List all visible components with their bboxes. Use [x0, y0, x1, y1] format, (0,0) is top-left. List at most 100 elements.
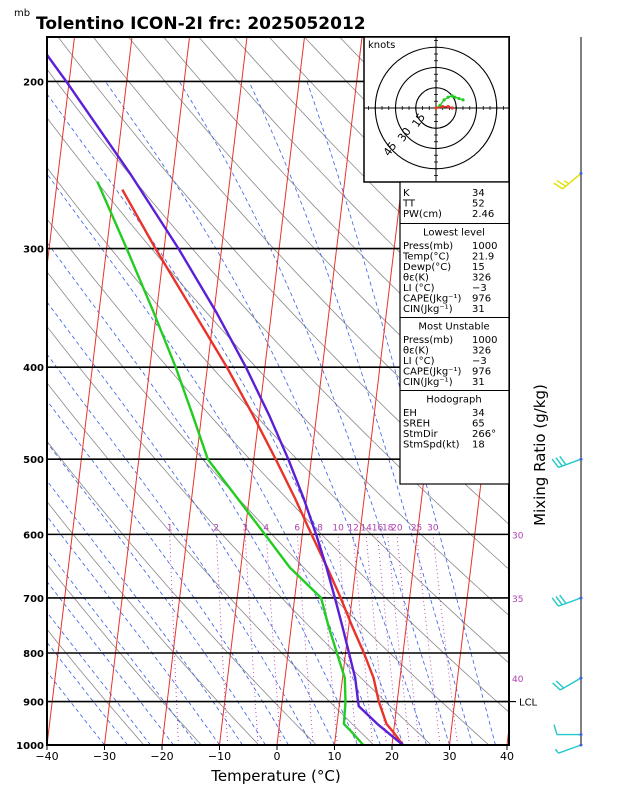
dry-adiabat-line — [92, 37, 509, 481]
mixing-ratio-line — [215, 534, 229, 745]
hodograph-low-level-trace — [435, 105, 453, 109]
index-value: 65 — [472, 419, 485, 430]
index-value: 326 — [472, 273, 491, 284]
chart-title: Tolentino ICON-2I frc: 2025052012 — [36, 14, 366, 34]
index-value: 52 — [472, 199, 485, 210]
wind-barb-half-flag — [563, 180, 570, 185]
pressure-tick-label: 400 — [23, 363, 44, 374]
hodograph-point — [438, 103, 442, 107]
pressure-tick-label: 200 — [23, 77, 44, 88]
mixing-ratio-label: 1 — [167, 523, 173, 533]
index-key-lic: LI (°C) — [403, 283, 435, 294]
hodograph-low-point — [441, 105, 445, 109]
moist-adiabat-line — [47, 549, 197, 745]
index-key-capejkg: CAPE(Jkg⁻¹) — [403, 367, 461, 378]
moist-adiabat-line — [47, 241, 358, 745]
index-key-pwcm: PW(cm) — [403, 209, 442, 220]
x-axis-label: Temperature (°C) — [210, 767, 340, 785]
index-key-dewpc: Dewp(°C) — [403, 262, 451, 273]
pressure-tick-label: 700 — [23, 594, 44, 605]
mixing-ratio-line — [265, 534, 281, 745]
pressure-tick-label: 900 — [23, 698, 44, 709]
isotherm-line — [47, 37, 133, 745]
x-tick-label: 30 — [443, 750, 457, 763]
index-value: 326 — [472, 346, 491, 357]
hodograph-point — [442, 98, 446, 102]
wind-barb-flag — [559, 455, 567, 466]
x-tick-label: −40 — [35, 750, 58, 763]
index-key-pressmb: Press(mb) — [403, 241, 453, 252]
index-value: 34 — [472, 188, 485, 199]
wind-barb-shaft — [558, 744, 582, 754]
indices-section-title: Hodograph — [426, 395, 481, 406]
wind-barb-base — [579, 596, 583, 600]
hodograph-point — [453, 95, 457, 99]
wind-barb-flag — [555, 595, 563, 606]
x-tick-label: 0 — [274, 750, 281, 763]
mixing-ratio-label: 18 — [382, 523, 394, 533]
mixing-ratio-line — [169, 534, 179, 745]
parcel-profile-line — [47, 52, 404, 745]
temperature-profile-line — [121, 189, 404, 745]
mixing-ratio-label: 6 — [294, 523, 300, 533]
mixing-ratio-label: 8 — [317, 523, 323, 533]
index-value: 21.9 — [472, 252, 494, 263]
mixing-ratio-line — [296, 534, 314, 745]
mixing-ratio-label: 3 — [242, 523, 248, 533]
indices-section-title: Most Unstable — [418, 322, 489, 333]
hodograph-point — [457, 96, 461, 101]
background-lines — [47, 37, 509, 745]
x-tick-label: 20 — [385, 750, 399, 763]
index-key-stmspdkt: StmSpd(kt) — [403, 440, 460, 451]
profile-lines — [47, 52, 404, 745]
mixing-ratio-line — [396, 534, 420, 745]
index-value: 34 — [472, 408, 485, 419]
wind-barb-flag — [552, 682, 561, 691]
hodograph-low-point — [446, 105, 450, 109]
dry-adiabat-line — [163, 37, 509, 397]
wind-barb-flag — [551, 458, 560, 468]
index-value: −3 — [472, 283, 487, 294]
wind-barb-base — [579, 676, 583, 680]
isotherm-line — [276, 37, 363, 745]
dry-adiabat-line — [127, 37, 509, 439]
dewpoint-profile-line — [96, 181, 365, 745]
isotherm-edge-label: 40 — [512, 675, 524, 685]
isotherm-edge-label: 35 — [512, 595, 523, 605]
wind-barb-flag — [556, 179, 567, 187]
dry-adiabat-line — [47, 382, 375, 745]
index-key-stmdir: StmDir — [403, 429, 438, 440]
wind-barb-base — [579, 743, 583, 747]
index-key-pressmb: Press(mb) — [403, 335, 453, 346]
dry-adiabat-line — [47, 500, 260, 745]
mixing-ratio-label: 25 — [411, 523, 422, 533]
wind-barb-flag — [553, 182, 563, 190]
isotherm-line — [334, 37, 421, 745]
wind-barb-flag — [559, 594, 567, 604]
index-value: −3 — [472, 356, 487, 367]
index-value: 1000 — [472, 241, 497, 252]
index-key-capejkg: CAPE(Jkg⁻¹) — [403, 294, 461, 305]
index-key-cinjkg: CIN(Jkg⁻¹) — [403, 304, 453, 315]
index-value: 976 — [472, 367, 491, 378]
mixing-ratio-label: 10 — [332, 523, 344, 533]
wind-barb-half-flag — [554, 748, 560, 754]
hodograph-low-point — [434, 106, 438, 110]
moist-adiabat-line — [47, 441, 266, 745]
dry-adiabat-line — [47, 68, 509, 570]
isotherm-edge-label: 30 — [512, 531, 524, 541]
index-value: 31 — [472, 377, 485, 388]
isotherm-line — [104, 37, 191, 745]
lcl-label: LCL — [519, 698, 538, 709]
mixing-ratio-label: 16 — [372, 523, 384, 533]
index-key-tempc: Temp(°C) — [402, 252, 450, 263]
mixing-ratio-label: 4 — [263, 523, 269, 533]
pressure-tick-label: 600 — [23, 530, 44, 541]
moist-adiabat-line — [47, 515, 220, 745]
indices-table: K 34 TT 52 PW(cm) 2.46 Lowest level Press(mb) 10… — [399, 181, 510, 485]
isotherm-line — [506, 724, 509, 745]
dry-adiabat-line — [47, 166, 509, 664]
mixing-ratio-axis-label: Mixing Ratio (g/kg) — [531, 384, 549, 526]
